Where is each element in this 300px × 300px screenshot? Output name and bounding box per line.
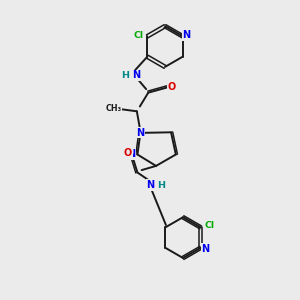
- Text: O: O: [168, 82, 176, 92]
- Text: N: N: [201, 244, 209, 254]
- Text: Cl: Cl: [205, 221, 215, 230]
- Text: N: N: [182, 30, 190, 40]
- Text: N: N: [147, 180, 155, 190]
- Text: CH₃: CH₃: [106, 104, 122, 113]
- Text: N: N: [132, 70, 140, 80]
- Text: N: N: [128, 149, 136, 159]
- Text: O: O: [124, 148, 132, 158]
- Text: Cl: Cl: [134, 31, 144, 40]
- Text: N: N: [136, 128, 144, 138]
- Text: H: H: [158, 181, 165, 190]
- Text: H: H: [122, 71, 129, 80]
